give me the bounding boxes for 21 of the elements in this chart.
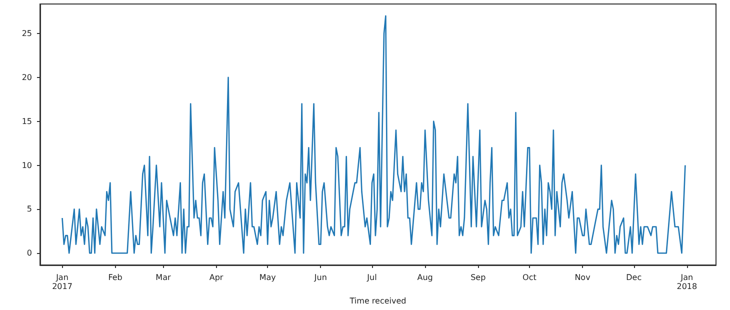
x-tick-label: Feb: [108, 273, 122, 282]
x-tick-label: Jul: [366, 273, 377, 282]
x-tick-label: Oct: [522, 273, 536, 282]
y-tick-label: 20: [22, 72, 32, 82]
y-tick-label: 10: [22, 160, 32, 170]
x-tick-label: Apr: [209, 273, 224, 282]
x-tick-label: Nov: [574, 273, 591, 282]
x-tick-label: Jan 2017: [52, 273, 72, 291]
x-tick-label: Dec: [626, 273, 642, 282]
x-tick-label: Jun: [313, 273, 327, 282]
x-tick-label: Aug: [417, 273, 433, 282]
y-tick-label: 15: [22, 116, 32, 126]
y-tick-label: 25: [22, 28, 32, 38]
x-tick-label: Mar: [156, 273, 172, 282]
line-series: [62, 15, 686, 254]
x-axis-title: Time received: [348, 296, 406, 306]
y-tick-label: 0: [26, 248, 32, 258]
x-tick-label: May: [259, 273, 276, 282]
x-tick-label: Jan 2018: [676, 273, 698, 291]
y-tick-label: 5: [26, 204, 32, 214]
x-tick-label: Sep: [470, 273, 486, 282]
